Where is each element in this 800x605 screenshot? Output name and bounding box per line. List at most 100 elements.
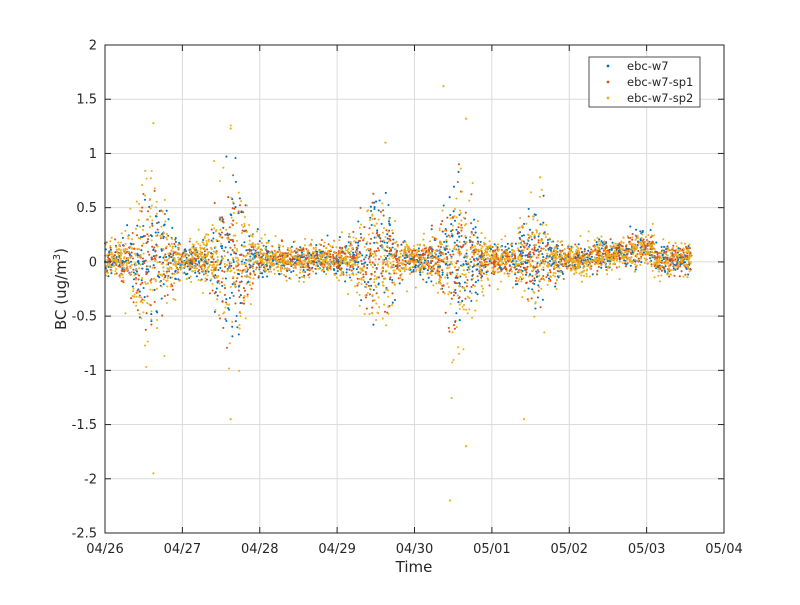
data-point-ebc-w7-sp1 — [163, 273, 165, 275]
data-point-ebc-w7 — [523, 240, 525, 242]
data-point-ebc-w7-sp2 — [121, 232, 123, 234]
data-point-ebc-w7-sp2 — [670, 252, 672, 254]
data-point-ebc-w7-sp2 — [198, 279, 200, 281]
data-point-ebc-w7-sp2 — [683, 248, 685, 250]
data-point-ebc-w7-sp2 — [641, 241, 643, 243]
data-point-ebc-w7-sp2 — [685, 263, 687, 265]
data-point-ebc-w7-sp2 — [183, 255, 185, 257]
data-point-ebc-w7-sp1 — [221, 231, 223, 233]
data-point-ebc-w7 — [447, 251, 449, 253]
data-point-ebc-w7 — [216, 287, 218, 289]
data-point-ebc-w7-sp1 — [509, 270, 511, 272]
data-point-ebc-w7-sp2 — [176, 267, 178, 269]
data-point-ebc-w7-sp2 — [277, 266, 279, 268]
data-point-ebc-w7-sp2 — [179, 279, 181, 281]
data-point-ebc-w7-sp1 — [369, 242, 371, 244]
data-point-ebc-w7-sp2 — [213, 227, 215, 229]
data-point-ebc-w7-sp2 — [213, 160, 215, 162]
data-point-ebc-w7-sp1 — [365, 271, 367, 273]
data-point-ebc-w7-sp2 — [603, 248, 605, 250]
data-point-ebc-w7-sp2 — [229, 267, 231, 269]
data-point-ebc-w7-sp2 — [514, 261, 516, 263]
data-point-ebc-w7 — [126, 224, 128, 226]
data-point-ebc-w7 — [611, 249, 613, 251]
data-point-ebc-w7 — [386, 242, 388, 244]
data-point-ebc-w7 — [457, 171, 459, 173]
data-point-ebc-w7 — [234, 157, 236, 159]
data-point-ebc-w7-sp2 — [388, 240, 390, 242]
data-point-ebc-w7-sp2 — [662, 250, 664, 252]
data-point-ebc-w7-sp1 — [301, 255, 303, 257]
data-point-ebc-w7-sp2 — [312, 257, 314, 259]
data-point-ebc-w7-sp2 — [613, 244, 615, 246]
data-point-ebc-w7-sp2 — [283, 260, 285, 262]
data-point-ebc-w7-sp2 — [576, 260, 578, 262]
data-point-ebc-w7-sp2 — [131, 264, 133, 266]
data-point-ebc-w7-sp2 — [662, 262, 664, 264]
data-point-ebc-w7-sp2 — [334, 274, 336, 276]
data-point-ebc-w7-sp1 — [418, 257, 420, 259]
data-point-ebc-w7 — [241, 261, 243, 263]
data-point-ebc-w7-sp2 — [653, 234, 655, 236]
data-point-ebc-w7-sp2 — [151, 205, 153, 207]
data-point-ebc-w7-sp2 — [138, 296, 140, 298]
data-point-ebc-w7-sp2 — [460, 227, 462, 229]
data-point-ebc-w7-sp1 — [172, 254, 174, 256]
data-point-ebc-w7 — [509, 251, 511, 253]
data-point-ebc-w7-sp1 — [562, 250, 564, 252]
data-point-ebc-w7-sp2 — [303, 276, 305, 278]
data-point-ebc-w7 — [346, 268, 348, 270]
data-point-ebc-w7-sp2 — [123, 258, 125, 260]
data-point-ebc-w7 — [373, 242, 375, 244]
data-point-ebc-w7-sp2 — [303, 254, 305, 256]
data-point-ebc-w7-sp2 — [381, 202, 383, 204]
data-point-ebc-w7 — [360, 233, 362, 235]
data-point-ebc-w7-sp2 — [637, 260, 639, 262]
data-point-ebc-w7-sp1 — [123, 245, 125, 247]
data-point-ebc-w7-sp2 — [437, 292, 439, 294]
data-point-ebc-w7-sp2 — [659, 280, 661, 282]
data-point-ebc-w7-sp2 — [597, 262, 599, 264]
data-point-ebc-w7-sp2 — [269, 268, 271, 270]
data-point-ebc-w7-sp1 — [439, 266, 441, 268]
data-point-ebc-w7-sp2 — [500, 246, 502, 248]
data-point-ebc-w7 — [230, 214, 232, 216]
data-point-ebc-w7-sp2 — [120, 258, 122, 260]
data-point-ebc-w7-sp2 — [260, 266, 262, 268]
data-point-ebc-w7-sp2 — [151, 267, 153, 269]
data-point-ebc-w7-sp2 — [137, 292, 139, 294]
data-point-ebc-w7 — [326, 234, 328, 236]
data-point-ebc-w7-sp2 — [458, 285, 460, 287]
data-point-ebc-w7-sp2 — [388, 218, 390, 220]
data-point-ebc-w7 — [315, 272, 317, 274]
data-point-ebc-w7-sp1 — [135, 282, 137, 284]
data-point-ebc-w7-sp2 — [217, 256, 219, 258]
data-point-ebc-w7-sp1 — [224, 266, 226, 268]
data-point-ebc-w7-sp2 — [633, 251, 635, 253]
data-point-ebc-w7-sp2 — [454, 266, 456, 268]
data-point-ebc-w7 — [221, 285, 223, 287]
data-point-ebc-w7-sp1 — [555, 282, 557, 284]
data-point-ebc-w7-sp1 — [264, 259, 266, 261]
data-point-ebc-w7-sp2 — [459, 241, 461, 243]
data-point-ebc-w7-sp2 — [446, 272, 448, 274]
data-point-ebc-w7 — [538, 235, 540, 237]
data-point-ebc-w7-sp1 — [529, 280, 531, 282]
data-point-ebc-w7-sp2 — [541, 189, 543, 191]
data-point-ebc-w7-sp2 — [400, 253, 402, 255]
data-point-ebc-w7-sp2 — [626, 255, 628, 257]
data-point-ebc-w7-sp2 — [350, 250, 352, 252]
data-point-ebc-w7-sp2 — [431, 274, 433, 276]
data-point-ebc-w7-sp1 — [239, 204, 241, 206]
data-point-ebc-w7-sp1 — [141, 207, 143, 209]
data-point-ebc-w7-sp2 — [667, 247, 669, 249]
data-point-ebc-w7-sp2 — [178, 243, 180, 245]
data-point-ebc-w7-sp2 — [405, 266, 407, 268]
data-point-ebc-w7-sp2 — [484, 237, 486, 239]
data-point-ebc-w7-sp2 — [494, 271, 496, 273]
data-point-ebc-w7-sp2 — [316, 268, 318, 270]
data-point-ebc-w7-sp2 — [644, 262, 646, 264]
data-point-ebc-w7-sp2 — [138, 267, 140, 269]
data-point-ebc-w7-sp1 — [214, 292, 216, 294]
data-point-ebc-w7-sp2 — [444, 262, 446, 264]
